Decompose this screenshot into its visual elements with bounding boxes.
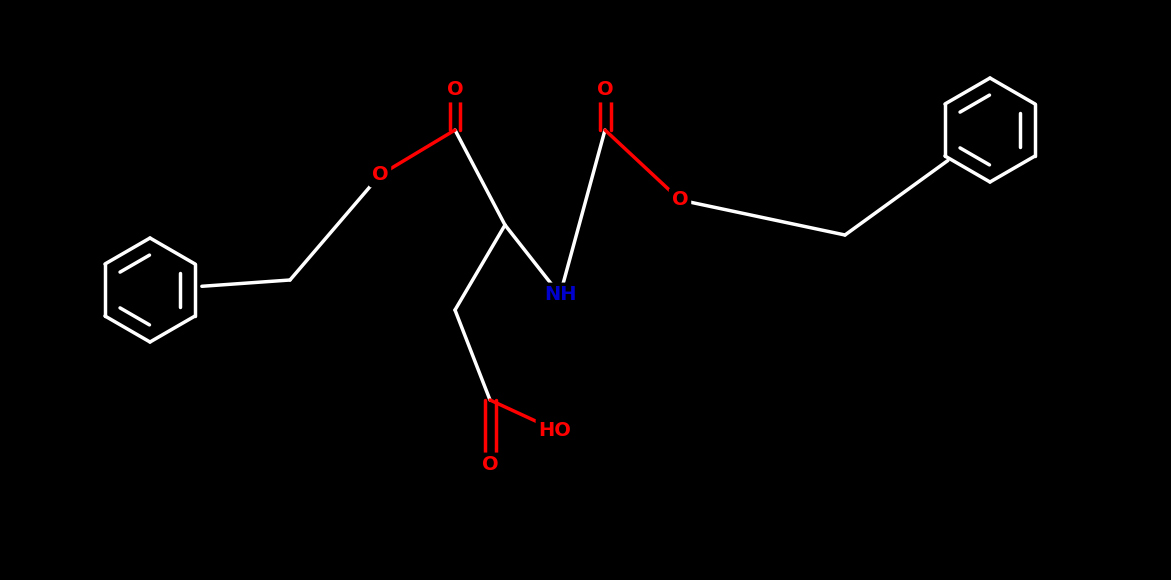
Text: NH: NH: [543, 285, 576, 305]
Text: O: O: [446, 81, 464, 100]
Text: O: O: [481, 455, 499, 474]
Text: O: O: [672, 190, 689, 209]
Text: HO: HO: [539, 420, 571, 440]
Text: O: O: [371, 165, 389, 184]
Text: O: O: [597, 81, 614, 100]
